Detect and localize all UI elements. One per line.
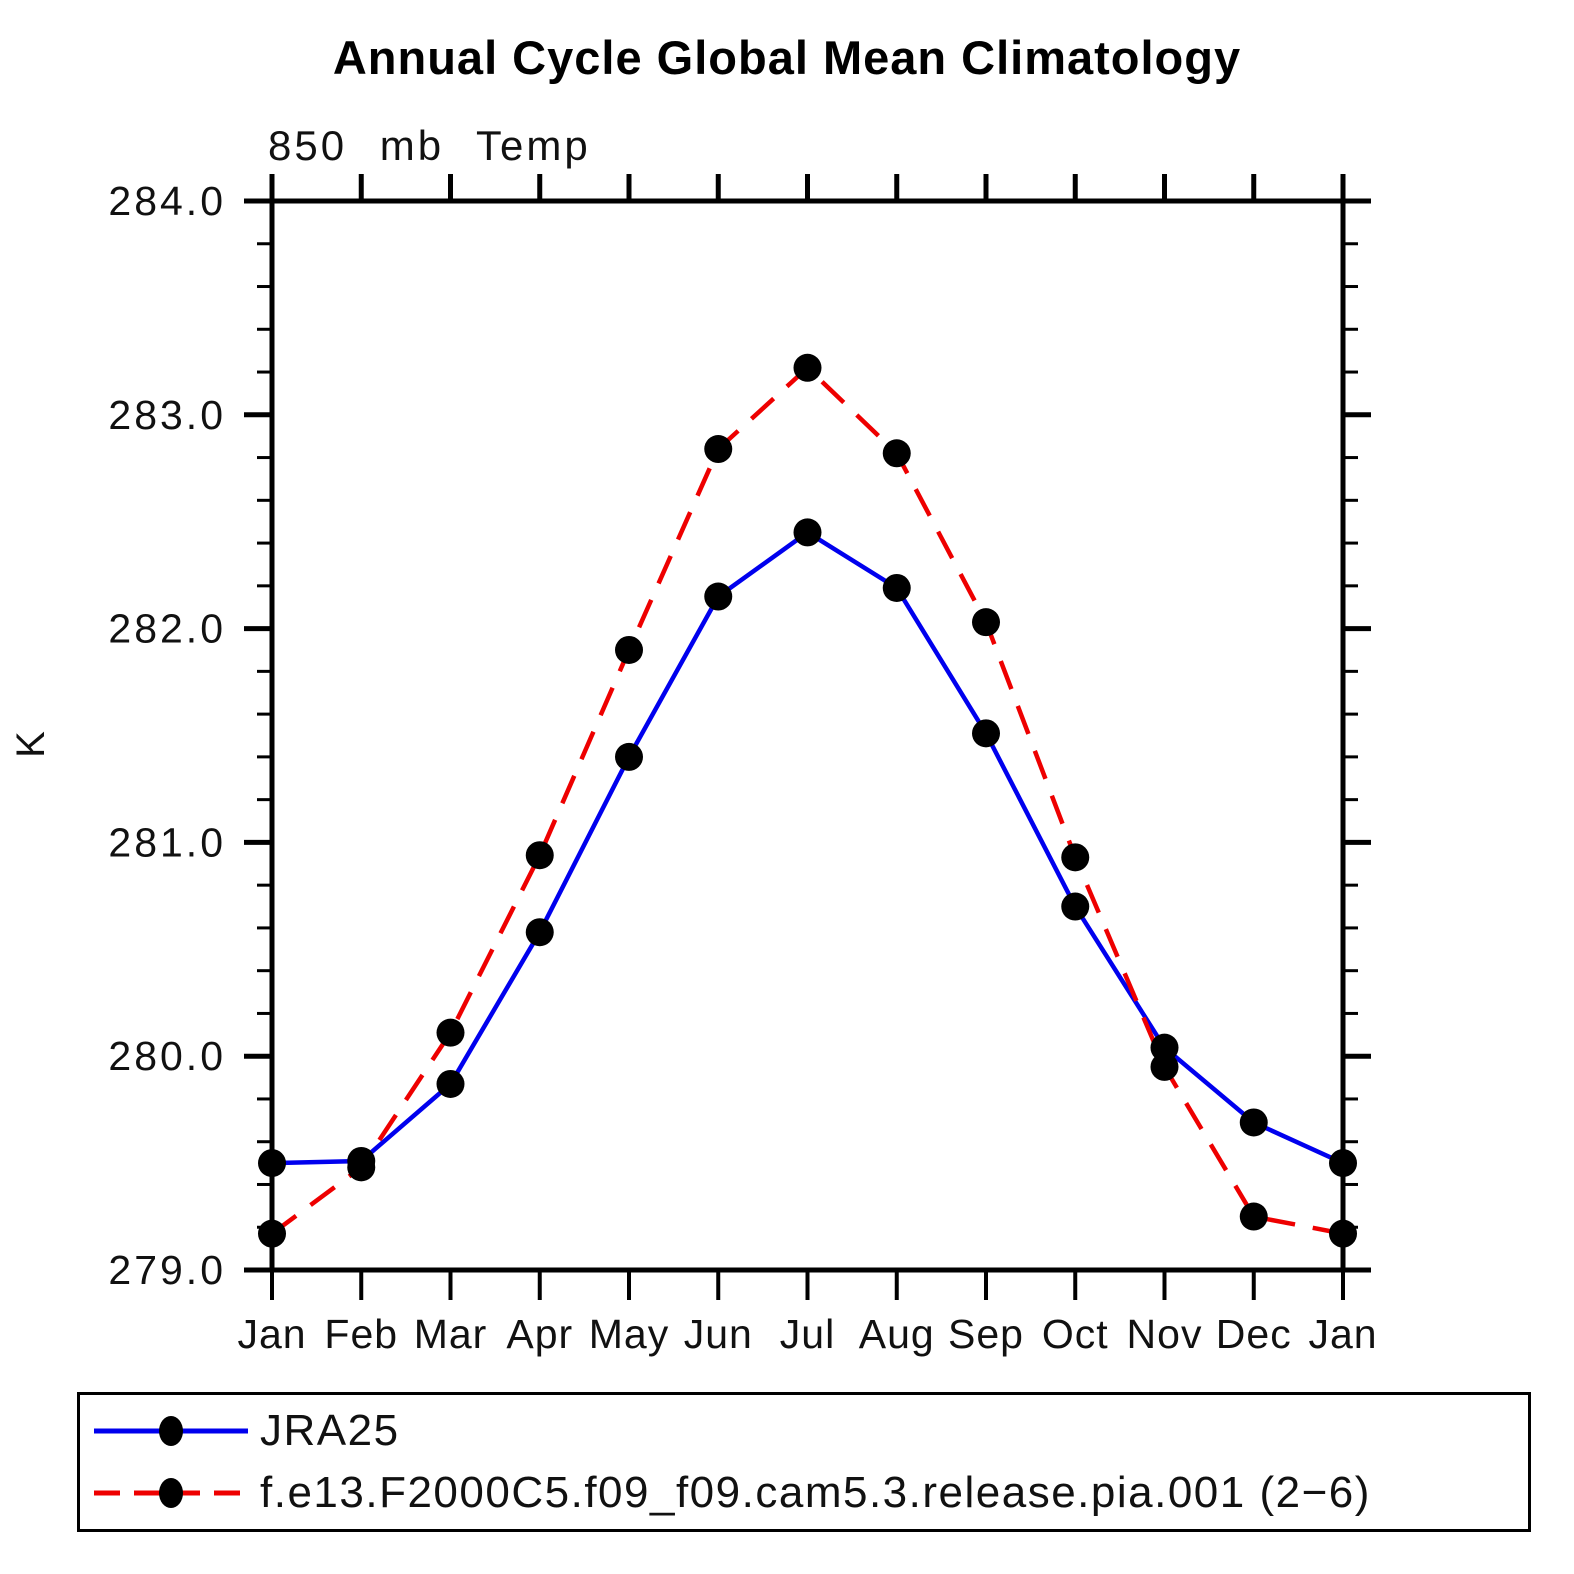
legend-marker-icon bbox=[159, 1416, 183, 1446]
y-axis-tick-label: 281.0 bbox=[108, 819, 226, 865]
x-axis-tick-label: Jan bbox=[1308, 1311, 1377, 1357]
x-axis-tick-label: Jan bbox=[237, 1311, 306, 1357]
x-axis-tick-label: May bbox=[589, 1311, 669, 1357]
legend-marker-icon bbox=[159, 1478, 183, 1508]
data-point bbox=[793, 518, 822, 547]
data-point bbox=[347, 1153, 376, 1182]
data-point bbox=[1150, 1052, 1179, 1081]
x-axis-tick-label: Oct bbox=[1042, 1311, 1109, 1357]
data-point bbox=[704, 582, 733, 611]
x-axis-tick-label: Jul bbox=[780, 1311, 835, 1357]
data-point bbox=[1329, 1219, 1357, 1248]
legend-line-sample-dashed bbox=[94, 1478, 248, 1508]
data-point bbox=[972, 608, 1000, 637]
legend-line-sample-solid bbox=[94, 1416, 248, 1446]
x-axis-tick-label: Sep bbox=[948, 1311, 1024, 1357]
data-point bbox=[615, 635, 643, 664]
x-axis-tick-label: Nov bbox=[1127, 1311, 1203, 1357]
legend-item-model: f.e13.F2000C5.f09_f09.cam5.3.release.pia… bbox=[80, 1462, 1528, 1524]
data-point bbox=[882, 439, 911, 468]
data-point bbox=[1061, 843, 1090, 872]
legend-label-jra25: JRA25 bbox=[260, 1406, 400, 1455]
data-point bbox=[793, 353, 822, 382]
data-point bbox=[882, 573, 911, 602]
data-point bbox=[1150, 1033, 1179, 1062]
data-point bbox=[436, 1069, 465, 1098]
legend: JRA25 f.e13.F2000C5.f09_f09.cam5.3.relea… bbox=[77, 1392, 1531, 1532]
data-point bbox=[1239, 1202, 1268, 1231]
data-point bbox=[525, 918, 554, 947]
x-axis-tick-label: Jun bbox=[684, 1311, 753, 1357]
data-point bbox=[1061, 892, 1090, 921]
chart-subtitle: 850 mb Temp bbox=[268, 122, 591, 169]
y-axis-tick-label: 282.0 bbox=[108, 606, 226, 652]
data-point bbox=[258, 1219, 286, 1248]
series-line-1 bbox=[270, 364, 1344, 1236]
legend-label-model: f.e13.F2000C5.f09_f09.cam5.3.release.pia… bbox=[260, 1468, 1371, 1517]
x-axis-tick-label: Aug bbox=[859, 1311, 935, 1357]
data-point bbox=[704, 435, 733, 464]
y-axis-tick-label: 284.0 bbox=[108, 178, 226, 224]
y-axis-tick-label: 280.0 bbox=[108, 1033, 226, 1079]
x-axis-tick-label: Mar bbox=[414, 1311, 488, 1357]
y-axis-tick-label: 283.0 bbox=[108, 392, 226, 438]
data-point bbox=[972, 719, 1000, 748]
data-point bbox=[1239, 1108, 1268, 1137]
series-line-0 bbox=[271, 529, 1344, 1166]
legend-item-jra25: JRA25 bbox=[80, 1400, 1528, 1462]
chart-title: Annual Cycle Global Mean Climatology bbox=[332, 31, 1242, 84]
data-point bbox=[1329, 1149, 1357, 1178]
x-axis-tick-label: Dec bbox=[1216, 1311, 1292, 1357]
y-axis-tick-label: 279.0 bbox=[108, 1247, 226, 1293]
x-axis-tick-label: Feb bbox=[324, 1311, 398, 1357]
data-point bbox=[525, 841, 554, 870]
x-axis-tick-label: Apr bbox=[506, 1311, 573, 1357]
data-point bbox=[615, 742, 643, 771]
data-point bbox=[436, 1018, 465, 1047]
data-point bbox=[258, 1149, 286, 1178]
